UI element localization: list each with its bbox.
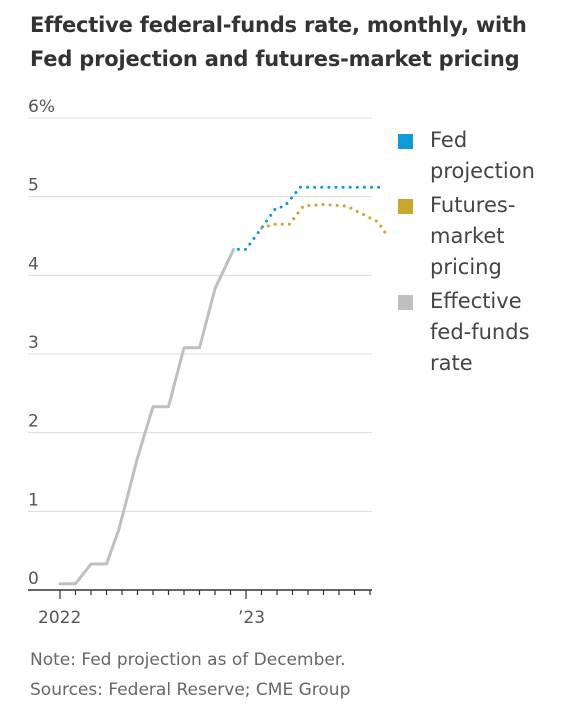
legend-item-effective-fed-funds-rate: Effective fed-funds rate [398, 286, 563, 379]
y-tick-label-0: 0 [28, 569, 39, 589]
legend-label-fed-projection-line-2: projection [430, 159, 535, 183]
y-tick-label-4: 4 [28, 254, 39, 274]
chart-legend: Fed projection Futures- market pricing E… [398, 125, 563, 382]
legend-label-effective-line-2: fed-funds [430, 320, 530, 344]
y-tick-label-6: 6% [28, 97, 55, 117]
legend-label-futures-line-3: pricing [430, 255, 502, 279]
legend-label-futures-line-2: market [430, 224, 505, 248]
y-tick-label-3: 3 [28, 333, 39, 353]
footer-note: Note: Fed projection as of December. [30, 650, 346, 670]
footer-sources: Sources: Federal Reserve; CME Group [30, 680, 351, 700]
x-tick-label-0: 2022 [38, 608, 81, 628]
series-line-futures-market-pricing [260, 203, 391, 240]
series-layer [58, 185, 391, 586]
legend-item-fed-projection: Fed projection [398, 125, 563, 187]
legend-item-futures-market-pricing: Futures- market pricing [398, 190, 563, 283]
legend-swatch-effective-fed-funds-rate [398, 295, 413, 310]
y-tick-label-5: 5 [28, 176, 39, 196]
grid-layer [28, 117, 372, 512]
series-line-fed-projection [236, 185, 387, 251]
legend-label-effective-line-1: Effective [430, 289, 522, 313]
chart-title-line-2: Fed projection and futures-market pricin… [30, 47, 520, 71]
chart-footer: Note: Fed projection as of December. Sou… [30, 645, 550, 705]
axis-layer: 0 1 2 3 4 5 6% 2022 ’23 [28, 97, 372, 628]
series-line-effective-fed-funds-rate [58, 247, 236, 586]
legend-label-fed-projection-line-1: Fed [430, 128, 468, 152]
legend-swatch-fed-projection [398, 134, 413, 149]
y-tick-label-1: 1 [28, 490, 39, 510]
y-tick-label-2: 2 [28, 412, 39, 432]
legend-swatch-futures-market-pricing [398, 199, 413, 214]
x-tick-label-12: ’23 [238, 608, 265, 628]
legend-label-effective-line-3: rate [430, 351, 473, 375]
chart-title: Effective federal-funds rate, monthly, w… [30, 8, 550, 76]
chart-title-line-1: Effective federal-funds rate, monthly, w… [30, 13, 527, 37]
legend-label-futures-line-1: Futures- [430, 193, 516, 217]
